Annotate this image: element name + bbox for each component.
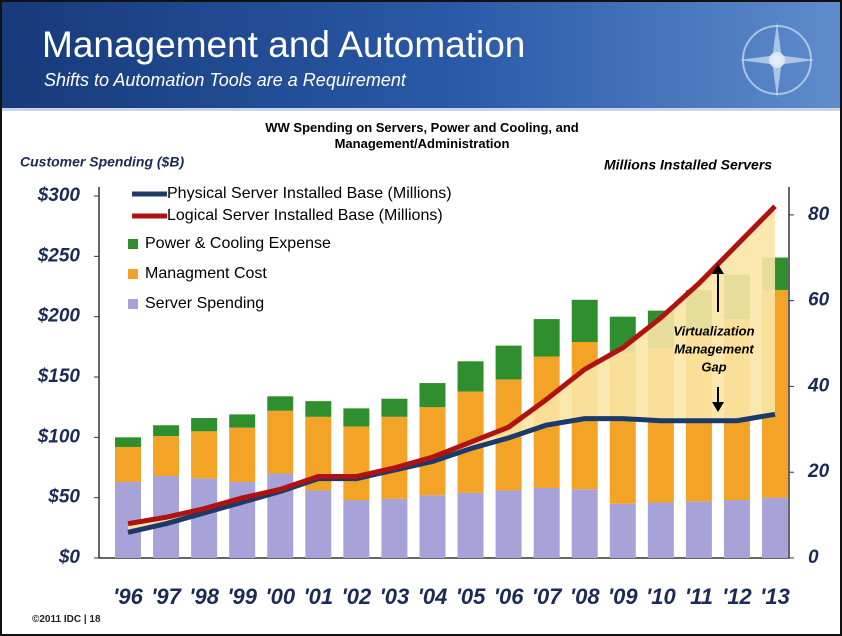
annotation: Gap (701, 359, 726, 374)
x-tick-label: '10 (646, 584, 676, 609)
bar-segment (572, 489, 598, 558)
legend-swatch (128, 239, 138, 249)
y-tick-label: $200 (37, 306, 81, 327)
bar-segment (343, 500, 369, 558)
x-tick-label: '00 (265, 584, 295, 609)
bar-segment (381, 399, 407, 417)
y-tick-label: $250 (37, 245, 81, 266)
y2-tick-label: 60 (808, 290, 830, 311)
bar-segment (305, 401, 331, 417)
bar-segment (724, 500, 750, 558)
bar-segment (419, 495, 445, 558)
x-tick-label: '05 (456, 584, 486, 609)
bar-segment (534, 488, 560, 558)
x-tick-label: '97 (151, 584, 182, 609)
bar-segment (534, 319, 560, 356)
footer: ©2011 IDC | 18 (32, 614, 101, 625)
legend-label: Physical Server Installed Base (Millions… (167, 185, 452, 202)
y-tick-label: $100 (37, 426, 81, 447)
x-tick-label: '12 (722, 584, 752, 609)
x-tick-label: '04 (418, 584, 448, 609)
x-tick-label: '06 (494, 584, 524, 609)
x-tick-label: '07 (532, 584, 563, 609)
bar-segment (458, 361, 484, 391)
y2-tick-label: 20 (807, 461, 830, 482)
y-tick-label: $0 (58, 547, 81, 568)
bar-segment (153, 436, 179, 476)
bar-segment (343, 426, 369, 500)
x-tick-label: '08 (570, 584, 600, 609)
legend-swatch (128, 269, 138, 279)
bar-segment (191, 431, 217, 478)
x-tick-label: '02 (342, 584, 372, 609)
gap-area (128, 206, 775, 532)
annotation: Management (674, 341, 754, 356)
bar-segment (572, 300, 598, 342)
y2-tick-label: 40 (807, 375, 830, 396)
legend-label: Server Spending (145, 295, 264, 312)
slide: Management and Automation Shifts to Auto… (0, 0, 842, 636)
x-tick-label: '03 (380, 584, 410, 609)
x-tick-label: '13 (760, 584, 790, 609)
bar-segment (305, 490, 331, 558)
bar-segment (686, 501, 712, 558)
bar-segment (115, 437, 141, 447)
y-tick-label: $150 (37, 366, 81, 387)
bar-segment (496, 490, 522, 558)
bar-segment (267, 396, 293, 410)
bar-segment (115, 447, 141, 482)
y2-tick-label: 0 (808, 547, 819, 568)
x-tick-label: '09 (608, 584, 638, 609)
y-axis-label: Customer Spending ($B) (20, 154, 184, 170)
bar-segment (610, 504, 636, 558)
legend-label: Power & Cooling Expense (145, 235, 331, 252)
bar-segment (343, 408, 369, 426)
bar-segment (267, 411, 293, 474)
bar-segment (381, 417, 407, 499)
line (128, 414, 775, 532)
y-tick-label: $50 (47, 487, 80, 508)
legend-label: Logical Server Installed Base (Millions) (167, 207, 443, 224)
bar-segment (458, 493, 484, 558)
bar-segment (191, 418, 217, 431)
y-tick-label: $300 (37, 185, 81, 206)
annotation: Virtualization (673, 323, 754, 338)
bar-segment (153, 425, 179, 436)
legend-swatch (128, 299, 138, 309)
chart: Customer Spending ($B) Millions Installed… (2, 2, 840, 634)
x-tick-label: '96 (113, 584, 143, 609)
x-tick-label: '99 (227, 584, 257, 609)
legend-label: Managment Cost (145, 265, 267, 282)
y2-axis-label: Millions Installed Servers (604, 157, 772, 173)
x-tick-label: '11 (685, 584, 713, 609)
bar-segment (381, 499, 407, 558)
bar-segment (191, 478, 217, 558)
bar-segment (496, 346, 522, 380)
bar-segment (229, 428, 255, 482)
x-tick-label: '01 (303, 584, 333, 609)
y2-tick-label: 80 (808, 204, 830, 225)
bar-segment (648, 502, 674, 558)
bar-segment (419, 383, 445, 407)
bar-segment (762, 498, 788, 558)
bar-segment (229, 414, 255, 427)
x-tick-label: '98 (189, 584, 219, 609)
